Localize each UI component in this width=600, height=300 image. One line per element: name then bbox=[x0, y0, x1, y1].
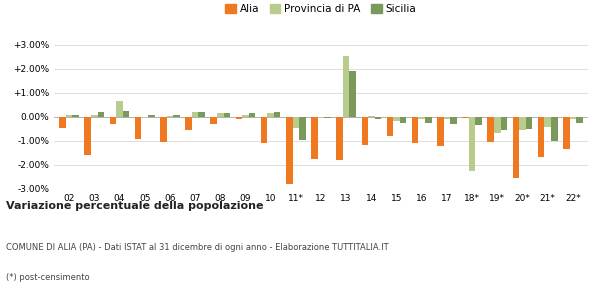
Bar bbox=[349, 71, 356, 117]
Bar bbox=[494, 117, 500, 133]
Bar bbox=[512, 117, 519, 178]
Bar bbox=[450, 117, 457, 124]
Bar bbox=[463, 117, 469, 118]
Bar bbox=[393, 117, 400, 121]
Bar bbox=[418, 117, 425, 119]
Bar bbox=[469, 117, 475, 171]
Bar bbox=[538, 117, 544, 157]
Bar bbox=[85, 117, 91, 155]
Bar bbox=[343, 56, 349, 117]
Bar bbox=[66, 115, 73, 117]
Bar bbox=[286, 117, 293, 184]
Bar bbox=[437, 117, 443, 146]
Bar bbox=[116, 101, 123, 117]
Bar bbox=[160, 117, 167, 142]
Bar bbox=[526, 117, 532, 129]
Bar bbox=[242, 115, 249, 117]
Text: COMUNE DI ALIA (PA) - Dati ISTAT al 31 dicembre di ogni anno - Elaborazione TUTT: COMUNE DI ALIA (PA) - Dati ISTAT al 31 d… bbox=[6, 243, 389, 252]
Bar bbox=[368, 116, 374, 117]
Bar bbox=[519, 117, 526, 130]
Bar bbox=[249, 113, 255, 117]
Bar bbox=[98, 112, 104, 117]
Text: Variazione percentuale della popolazione: Variazione percentuale della popolazione bbox=[6, 201, 263, 211]
Bar bbox=[268, 113, 274, 117]
Bar bbox=[544, 117, 551, 127]
Bar bbox=[217, 113, 224, 117]
Bar bbox=[443, 117, 450, 119]
Bar bbox=[167, 116, 173, 117]
Bar bbox=[185, 117, 192, 130]
Bar bbox=[576, 117, 583, 123]
Bar bbox=[261, 117, 268, 143]
Bar bbox=[59, 117, 66, 128]
Bar bbox=[142, 117, 148, 118]
Bar bbox=[224, 113, 230, 117]
Bar bbox=[211, 117, 217, 124]
Bar bbox=[551, 117, 557, 141]
Text: (*) post-censimento: (*) post-censimento bbox=[6, 273, 89, 282]
Bar bbox=[192, 112, 199, 117]
Bar bbox=[324, 117, 331, 118]
Bar bbox=[173, 115, 179, 117]
Bar bbox=[123, 111, 130, 117]
Legend: Alia, Provincia di PA, Sicilia: Alia, Provincia di PA, Sicilia bbox=[221, 0, 421, 18]
Bar bbox=[475, 117, 482, 125]
Bar bbox=[311, 117, 318, 159]
Bar bbox=[274, 112, 280, 117]
Bar bbox=[563, 117, 569, 149]
Bar bbox=[400, 117, 406, 123]
Bar bbox=[500, 117, 507, 130]
Bar bbox=[73, 115, 79, 117]
Bar bbox=[199, 112, 205, 117]
Bar bbox=[236, 117, 242, 119]
Bar bbox=[374, 117, 381, 119]
Bar bbox=[293, 117, 299, 128]
Bar bbox=[362, 117, 368, 145]
Bar bbox=[91, 115, 98, 117]
Bar bbox=[337, 117, 343, 160]
Bar bbox=[318, 117, 324, 118]
Bar bbox=[569, 117, 576, 119]
Bar bbox=[299, 117, 305, 140]
Bar bbox=[412, 117, 418, 143]
Bar bbox=[135, 117, 142, 139]
Bar bbox=[487, 117, 494, 142]
Bar bbox=[387, 117, 393, 136]
Bar bbox=[148, 115, 155, 117]
Bar bbox=[425, 117, 431, 123]
Bar bbox=[110, 117, 116, 124]
